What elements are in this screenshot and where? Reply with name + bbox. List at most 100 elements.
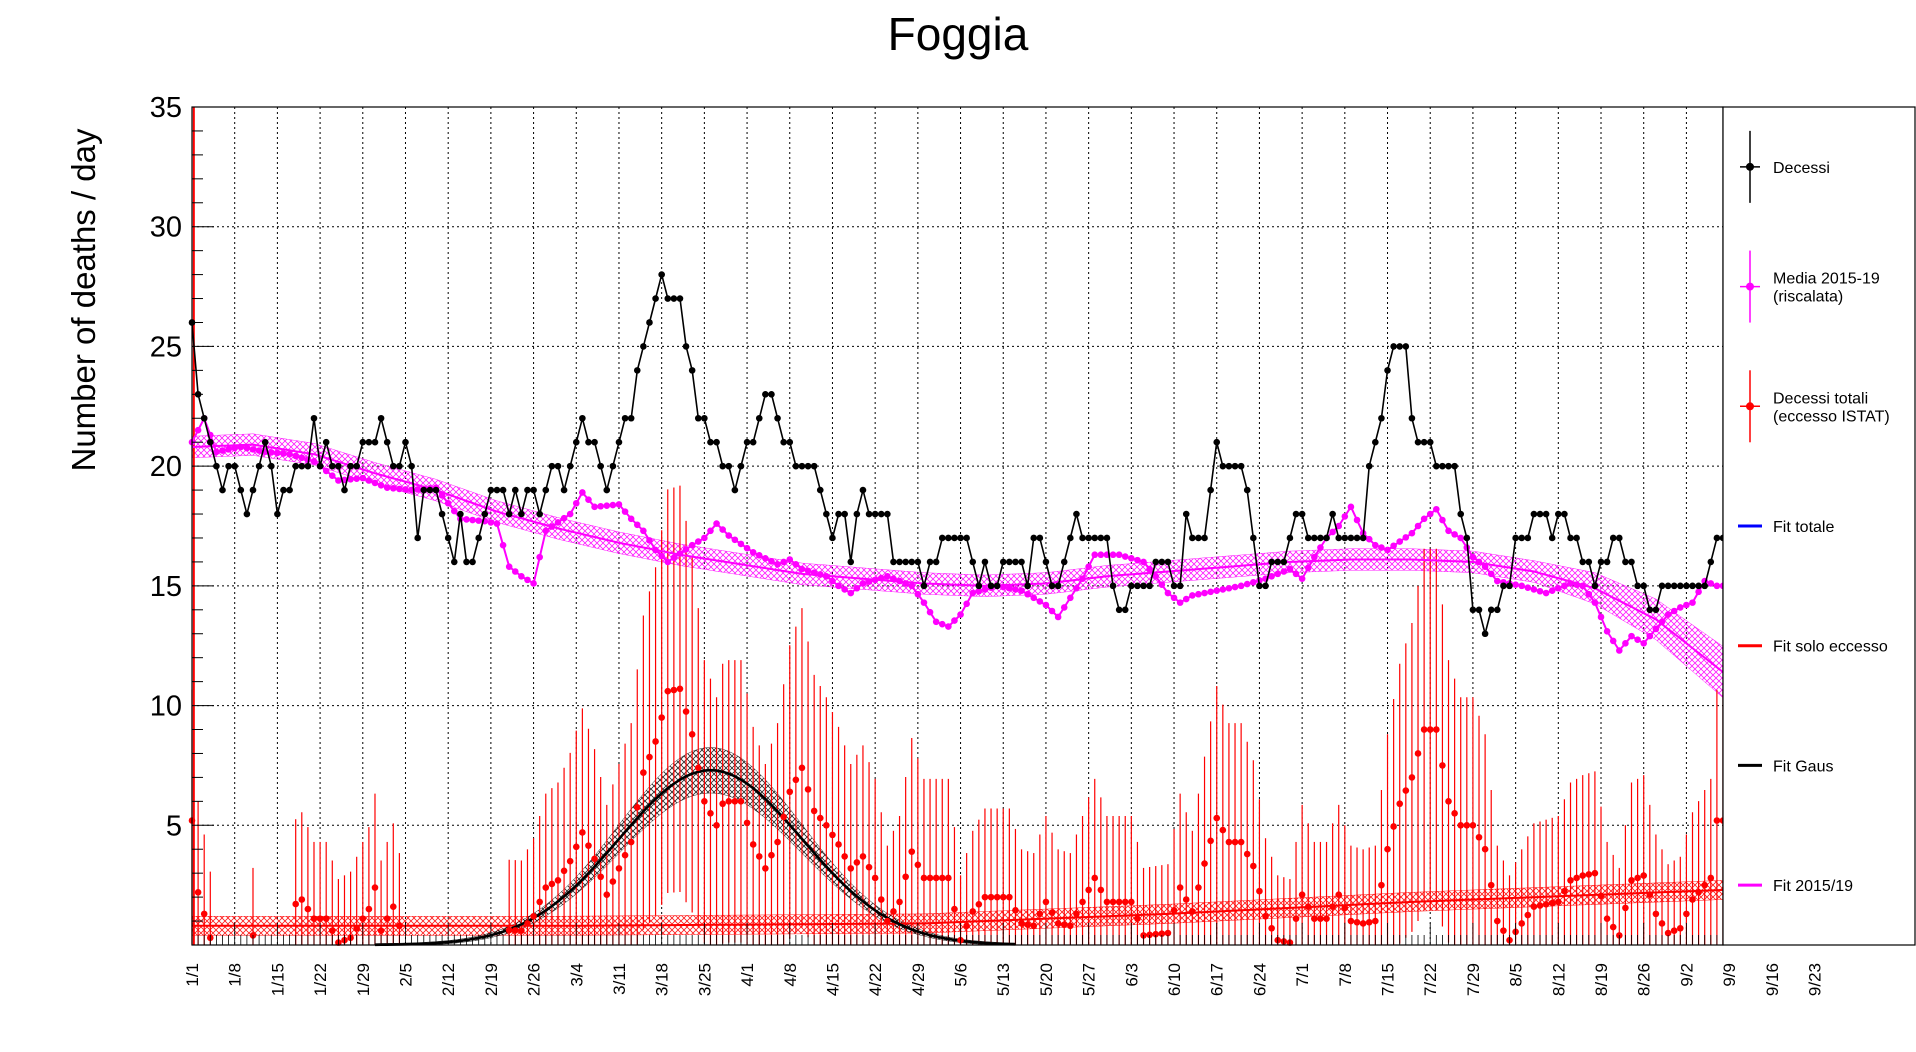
decessi-point bbox=[377, 414, 385, 422]
media-point bbox=[518, 572, 525, 580]
decessi-point bbox=[1304, 534, 1312, 542]
x-tick-label: 8/5 bbox=[1507, 963, 1526, 987]
media-point bbox=[1182, 595, 1190, 603]
decessi-point bbox=[524, 486, 531, 494]
media-point bbox=[682, 546, 690, 553]
excess-point bbox=[1530, 903, 1538, 910]
media-point bbox=[1079, 575, 1086, 582]
excess-point bbox=[1402, 787, 1410, 794]
excess-point bbox=[1176, 884, 1184, 891]
media-point bbox=[1146, 565, 1153, 573]
excess-point bbox=[786, 788, 794, 796]
excess-point bbox=[1103, 898, 1111, 906]
decessi-point bbox=[1396, 343, 1404, 350]
excess-point bbox=[505, 926, 513, 934]
excess-point bbox=[1030, 922, 1038, 930]
decessi-point bbox=[1329, 510, 1336, 518]
decessi-point bbox=[792, 462, 800, 470]
media-point bbox=[1060, 604, 1068, 611]
excess-point bbox=[365, 905, 373, 913]
media-point bbox=[347, 476, 354, 483]
x-tick-label: 4/8 bbox=[781, 963, 800, 987]
media-point bbox=[786, 556, 794, 563]
media-point bbox=[646, 537, 653, 544]
media-point bbox=[932, 618, 940, 626]
x-tick-label: 2/19 bbox=[482, 963, 501, 996]
excess-point bbox=[310, 915, 318, 922]
media-point bbox=[1530, 586, 1538, 593]
media-point bbox=[1597, 613, 1605, 621]
decessi-point bbox=[914, 558, 922, 566]
x-tick-label: 3/4 bbox=[567, 963, 586, 987]
decessi-point bbox=[609, 462, 617, 470]
excess-point bbox=[1365, 918, 1373, 926]
decessi-point bbox=[1359, 534, 1367, 542]
decessi-point bbox=[389, 462, 397, 470]
excess-point bbox=[1677, 924, 1684, 932]
excess-point bbox=[1597, 892, 1605, 900]
media-point bbox=[1048, 607, 1056, 615]
excess-point bbox=[1012, 906, 1019, 914]
decessi-point bbox=[1451, 462, 1458, 470]
decessi-point bbox=[694, 414, 702, 422]
excess-point bbox=[737, 798, 745, 805]
excess-point bbox=[1707, 874, 1715, 882]
media-point bbox=[999, 583, 1007, 591]
media-point bbox=[1353, 516, 1361, 524]
decessi-point bbox=[1487, 606, 1495, 614]
excess-point bbox=[298, 896, 306, 903]
excess-point bbox=[1683, 910, 1690, 918]
media-point bbox=[396, 485, 403, 493]
decessi-point bbox=[1170, 582, 1178, 590]
legend-label: Fit totale bbox=[1773, 519, 1834, 536]
x-tick-label: 8/26 bbox=[1635, 963, 1654, 996]
decessi-point bbox=[444, 534, 452, 542]
decessi-point bbox=[1268, 558, 1275, 566]
excess-point bbox=[389, 903, 397, 910]
media-point bbox=[774, 561, 781, 568]
y-tick-label: 30 bbox=[150, 212, 182, 244]
excess-point bbox=[542, 884, 550, 891]
excess-point bbox=[1524, 911, 1532, 919]
excess-point bbox=[1561, 887, 1568, 895]
decessi-point bbox=[1548, 534, 1556, 542]
excess-point bbox=[1585, 871, 1593, 878]
decessi-point bbox=[206, 438, 214, 446]
media-point bbox=[444, 499, 452, 507]
media-point bbox=[1603, 628, 1611, 635]
decessi-point bbox=[999, 558, 1007, 566]
decessi-point bbox=[884, 510, 891, 518]
decessi-point bbox=[1689, 582, 1696, 590]
media-point bbox=[1628, 632, 1635, 640]
legend-label: Decessi totali bbox=[1773, 390, 1868, 407]
excess-point bbox=[1067, 922, 1074, 930]
axes: 5 10 15 20 25 30 35 1/1 1/8 1/15 1/22 1/29 2/5 2/12 2/… bbox=[150, 92, 1825, 996]
decessi-point bbox=[1609, 534, 1617, 542]
decessi-point bbox=[1109, 582, 1117, 590]
decessi-point bbox=[658, 271, 665, 278]
media-point bbox=[292, 452, 299, 460]
media-point bbox=[1341, 513, 1349, 520]
media-point bbox=[213, 448, 220, 456]
decessi-point bbox=[1201, 534, 1208, 542]
decessi-point bbox=[469, 558, 476, 566]
decessi-point bbox=[676, 295, 684, 302]
excess-point bbox=[377, 927, 385, 934]
excess-point bbox=[713, 821, 720, 829]
decessi-point bbox=[572, 438, 580, 446]
decessi-point bbox=[1341, 534, 1349, 542]
media-point bbox=[1561, 582, 1568, 590]
excess-point bbox=[1573, 874, 1580, 882]
decessi-point bbox=[286, 486, 293, 494]
excess-point bbox=[1085, 886, 1092, 894]
decessi-point bbox=[1207, 486, 1214, 494]
media-point bbox=[511, 568, 519, 575]
decessi-point bbox=[1390, 343, 1397, 350]
media-point bbox=[865, 578, 873, 585]
excess-point bbox=[640, 769, 647, 776]
excess-point bbox=[1121, 898, 1129, 906]
decessi-point bbox=[1616, 534, 1623, 542]
media-point bbox=[1365, 535, 1373, 543]
excess-point bbox=[798, 764, 806, 772]
decessi-point bbox=[274, 510, 281, 518]
